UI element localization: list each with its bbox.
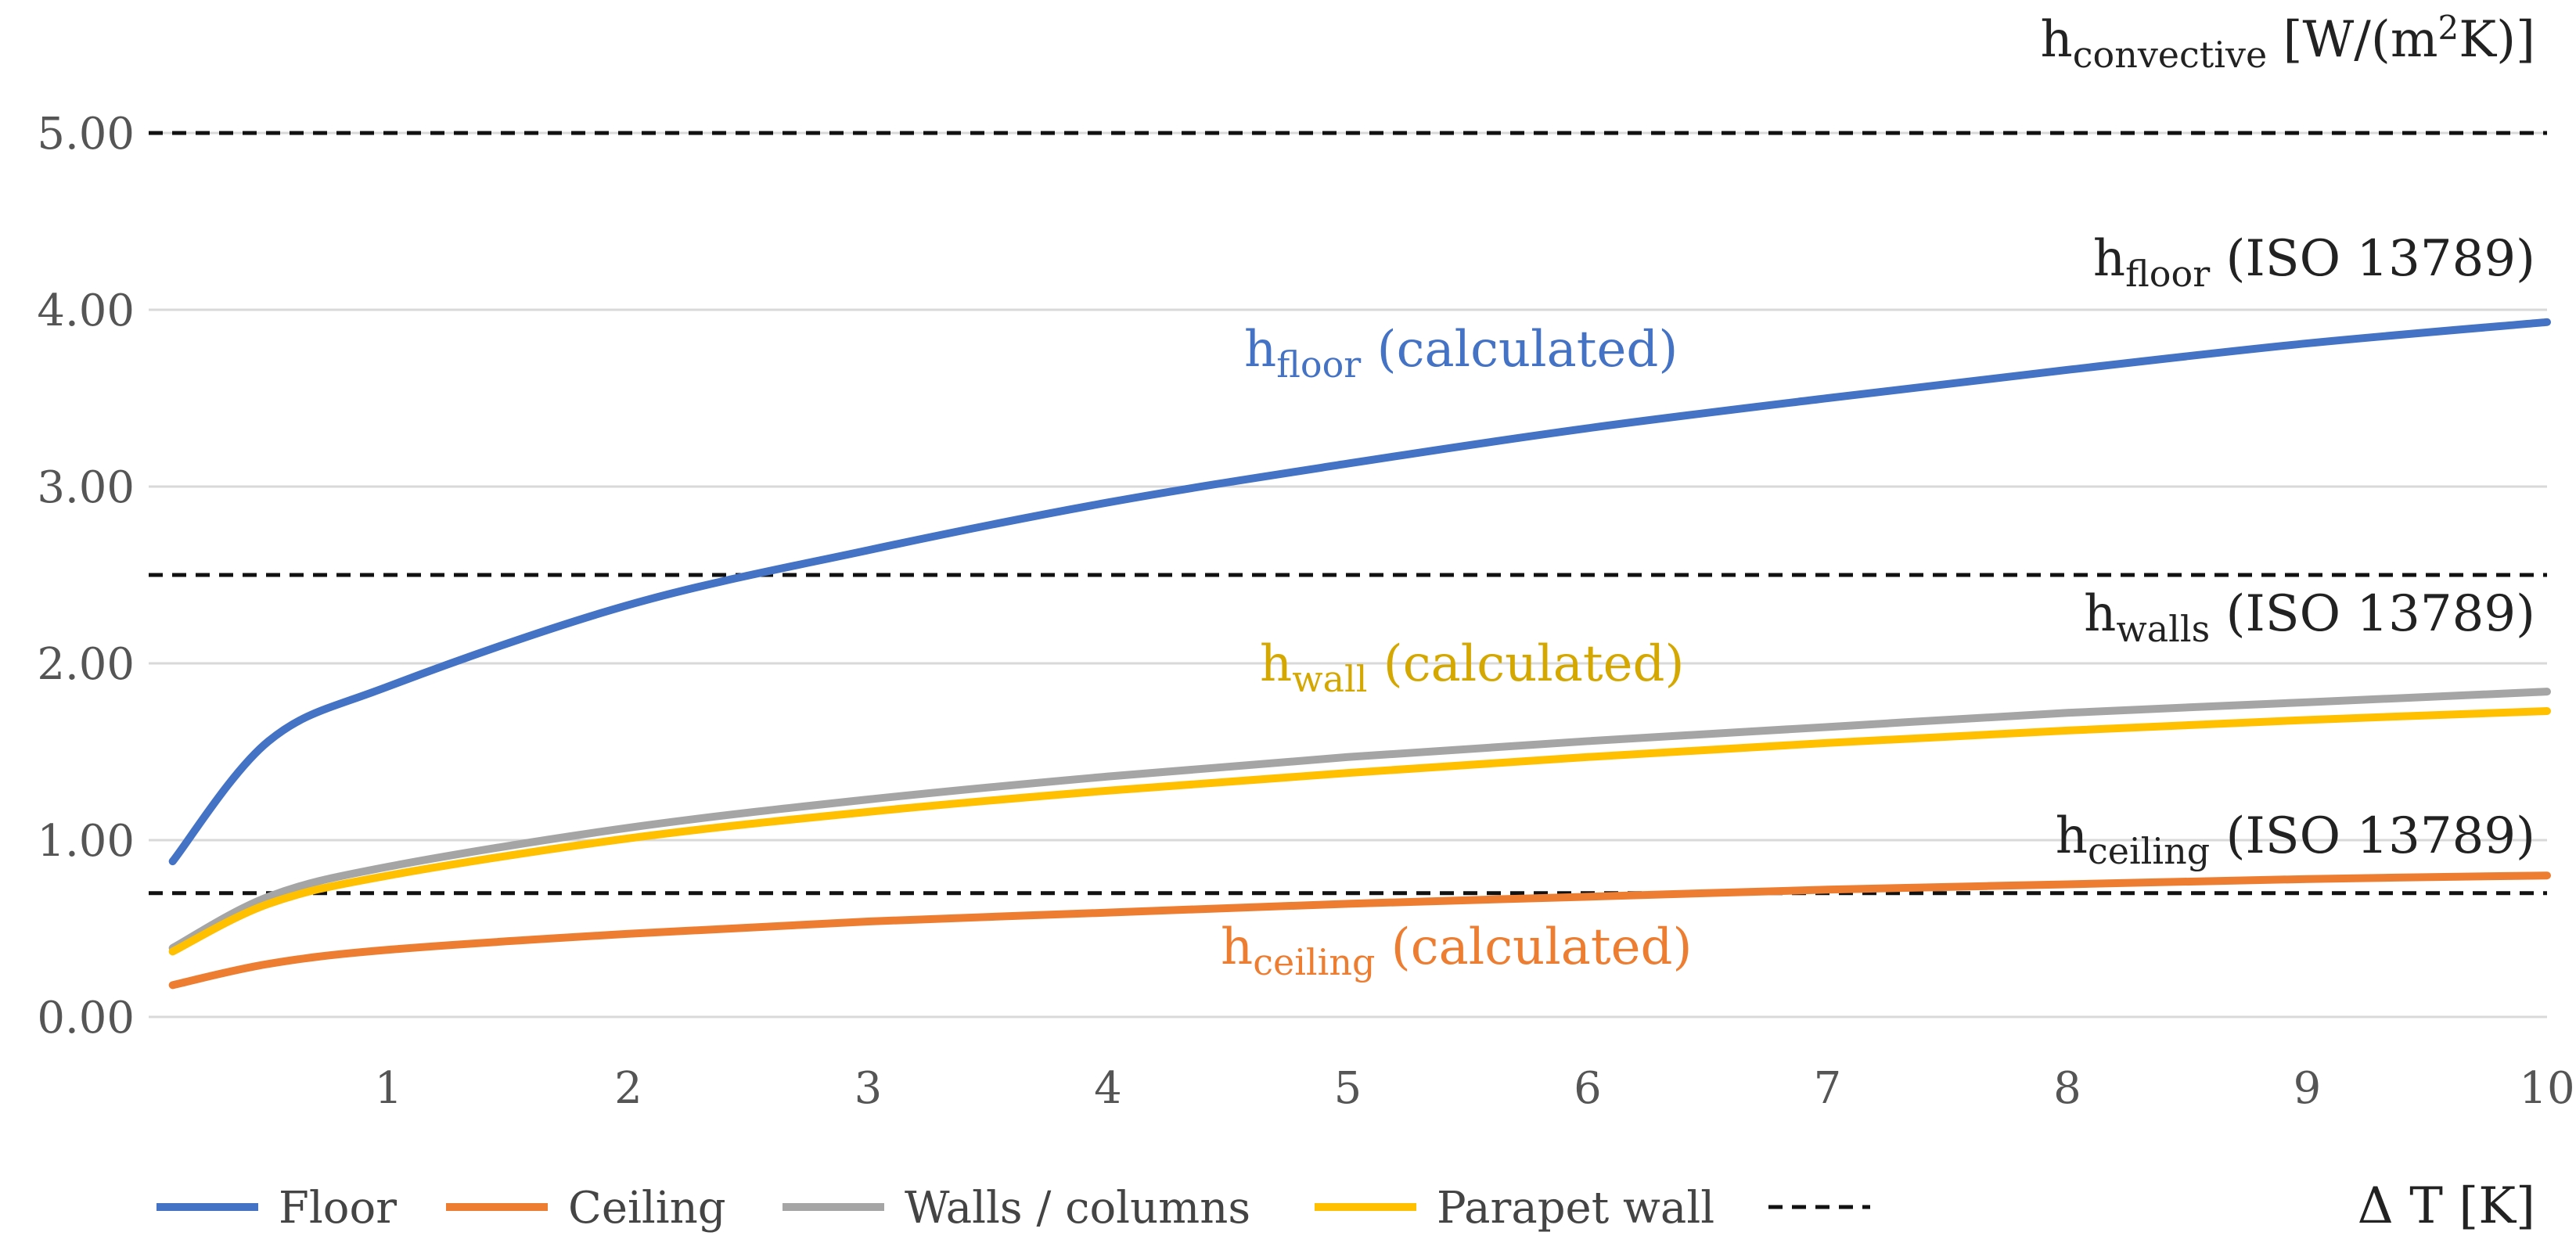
x-tick-label: 2 (614, 1063, 642, 1114)
annotation-floor-iso: hfloor (ISO 13789) (2093, 230, 2535, 295)
y-tick-label: 3.00 (37, 462, 135, 513)
x-tick-labels: 1 2 3 4 5 6 7 8 9 10 (375, 1063, 2575, 1114)
y-tick-label: 5.00 (37, 109, 135, 160)
annotation-floor-calculated: hfloor (calculated) (1244, 321, 1678, 386)
x-tick-label: 7 (1814, 1063, 1842, 1114)
y-tick-label: 0.00 (37, 993, 135, 1044)
legend-label-parapet: Parapet wall (1437, 1183, 1714, 1234)
annotation-wall-calculated: hwall (calculated) (1260, 635, 1684, 700)
x-tick-label: 4 (1094, 1063, 1122, 1114)
y-axis-title: hconvective [W/(m2K)] (2041, 9, 2535, 76)
legend-label-floor: Floor (279, 1183, 397, 1234)
reference-lines (149, 131, 2547, 896)
series-line-walls-columns (168, 688, 2551, 952)
x-tick-label: 10 (2519, 1063, 2574, 1114)
x-tick-label: 9 (2294, 1063, 2322, 1114)
annotation-ceiling-iso: hceiling (ISO 13789) (2056, 807, 2535, 872)
annotation-walls-iso: hwalls (ISO 13789) (2084, 585, 2535, 650)
x-tick-label: 1 (375, 1063, 403, 1114)
series-line-parapet-wall (168, 707, 2551, 956)
y-tick-label: 1.00 (37, 816, 135, 867)
x-tick-label: 5 (1334, 1063, 1362, 1114)
x-tick-label: 3 (854, 1063, 883, 1114)
x-axis-title: Δ T [K] (2358, 1177, 2535, 1235)
y-tick-label: 2.00 (37, 639, 135, 690)
legend: Floor Ceiling Walls / columns Parapet wa… (157, 1183, 1870, 1234)
y-tick-label: 4.00 (37, 286, 135, 336)
series-line-floor (168, 318, 2551, 866)
y-tick-labels: 0.00 1.00 2.00 3.00 4.00 5.00 (37, 109, 135, 1044)
series-lines (168, 318, 2551, 990)
series-line-ceiling (168, 871, 2551, 990)
x-tick-label: 8 (2053, 1063, 2081, 1114)
x-tick-label: 6 (1574, 1063, 1602, 1114)
legend-label-ceiling: Ceiling (568, 1183, 726, 1234)
legend-label-walls: Walls / columns (905, 1183, 1250, 1234)
annotation-ceiling-calculated: hceiling (calculated) (1221, 918, 1692, 983)
